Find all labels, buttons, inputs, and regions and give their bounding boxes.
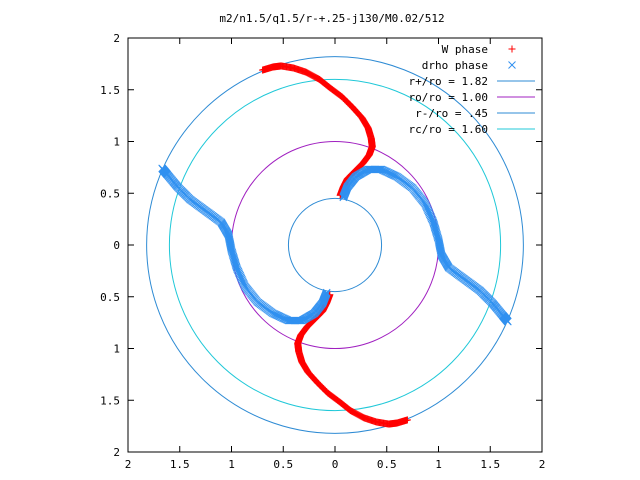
y-tick-label: 1.5: [100, 394, 120, 407]
w-phase-point: [403, 416, 411, 424]
drho-phase-point: [427, 214, 436, 223]
y-tick-label: 2: [113, 446, 120, 459]
drho-phase-point: [239, 278, 248, 287]
drho-phase-point: [236, 271, 245, 280]
legend-label: r-/ro = .45: [415, 107, 488, 120]
drho-phase-point: [422, 202, 431, 211]
chart-title: m2/n1.5/q1.5/r-+.25-j130/M0.02/512: [219, 12, 444, 25]
drho-phase-point: [428, 215, 436, 224]
y-tick-label: 1.5: [100, 84, 120, 97]
drho-phase-point: [503, 317, 512, 326]
legend-marker-sample: [508, 45, 516, 53]
drho-phase-point: [427, 213, 435, 221]
drho-phase-point: [238, 275, 246, 284]
drho-phase-point: [425, 209, 434, 217]
drho-phase-point: [422, 203, 431, 212]
legend-label: ro/ro = 1.00: [409, 91, 488, 104]
drho-phase-point: [424, 206, 432, 215]
drho-phase-point: [237, 274, 246, 283]
circle-rc-ro-1-60: [168, 78, 502, 412]
drho-phase-point: [238, 277, 247, 285]
drho-phase-point: [421, 199, 429, 208]
y-tick-label: 0.5: [100, 291, 120, 304]
drho-phase-point: [240, 281, 249, 289]
drho-phase-point: [425, 210, 434, 219]
axis-ticks: 2 1.5 1 0.5 0 0.5 1 1.5 221.510.500.511.52: [100, 32, 545, 471]
drho-phase-point: [234, 267, 243, 276]
x-tick-label: 1: [228, 458, 235, 471]
legend-marker-sample: [508, 61, 516, 69]
legend-label: r+/ro = 1.82: [409, 75, 488, 88]
phase-points: [158, 62, 512, 428]
circle-r-ro-45: [287, 197, 383, 293]
drho-phase-point: [426, 211, 435, 220]
x-tick-label: 0: [332, 458, 339, 471]
drho-phase-point: [424, 207, 433, 216]
x-tick-label: 2: [125, 458, 132, 471]
y-tick-label: 0.5: [100, 187, 120, 200]
legend-label: drho phase: [422, 59, 488, 72]
x-tick-label: 1.5: [170, 458, 190, 471]
y-tick-label: 1: [113, 136, 120, 149]
circle-r-ro-1-82: [146, 56, 524, 434]
drho-phase-point: [235, 270, 244, 279]
drho-phase-point: [234, 266, 242, 275]
drho-phase-point: [236, 273, 245, 281]
legend: W phase drho phase r+/ro = 1.82 ro/ro = 1.0…: [409, 43, 535, 136]
drho-phase-point: [423, 205, 432, 213]
circle-ro-ro-1-00: [231, 141, 439, 349]
drho-phase-point: [158, 164, 167, 173]
drho-phase-point: [241, 282, 249, 291]
x-tick-label: 1: [435, 458, 442, 471]
y-tick-label: 2: [113, 32, 120, 45]
drho-phase-point: [239, 279, 248, 288]
x-tick-label: 0.5: [377, 458, 397, 471]
x-tick-label: 2: [539, 458, 546, 471]
legend-label: W phase: [442, 43, 488, 56]
y-tick-label: 1: [113, 343, 120, 356]
drho-phase-point: [235, 269, 243, 277]
drho-phase-point: [421, 201, 430, 209]
legend-label: rc/ro = 1.60: [409, 123, 488, 136]
x-tick-label: 0.5: [273, 458, 293, 471]
x-tick-label: 1.5: [480, 458, 500, 471]
y-tick-label: 0: [113, 239, 120, 252]
